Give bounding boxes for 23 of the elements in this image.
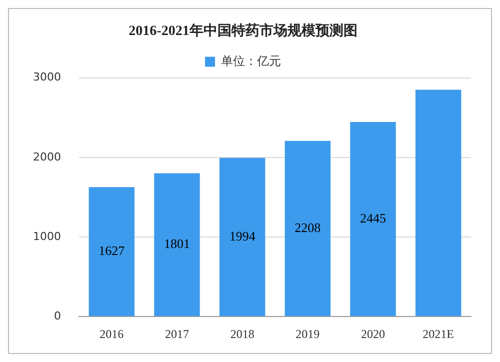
bar: [350, 122, 396, 316]
x-tick-label: 2016: [100, 326, 124, 341]
bar: [284, 140, 331, 316]
legend-label: 单位：亿元: [221, 54, 281, 68]
bar: [154, 173, 200, 316]
data-label: 2208: [294, 220, 321, 235]
y-tick-label: 3000: [32, 70, 61, 84]
y-tick-label: 1000: [32, 230, 61, 243]
y-tick-label: 0: [54, 309, 61, 322]
data-label: 1801: [164, 236, 190, 252]
x-tick-label: 2019: [296, 326, 320, 341]
x-tick-label: 2018: [230, 326, 254, 341]
y-tick-label: 2000: [32, 150, 61, 164]
data-label: 1994: [229, 228, 256, 244]
bar: [219, 158, 266, 316]
data-label: 1627: [98, 243, 126, 258]
x-tick-label: 2020: [361, 326, 385, 341]
bar: [415, 90, 462, 316]
bar: [88, 187, 135, 316]
data-label: 2445: [360, 210, 386, 226]
x-tick-label: 2017: [164, 326, 189, 341]
chart-title: 2016-2021年中国特药市场规模预测图: [128, 22, 358, 40]
x-tick-label: 2021E: [422, 326, 454, 341]
